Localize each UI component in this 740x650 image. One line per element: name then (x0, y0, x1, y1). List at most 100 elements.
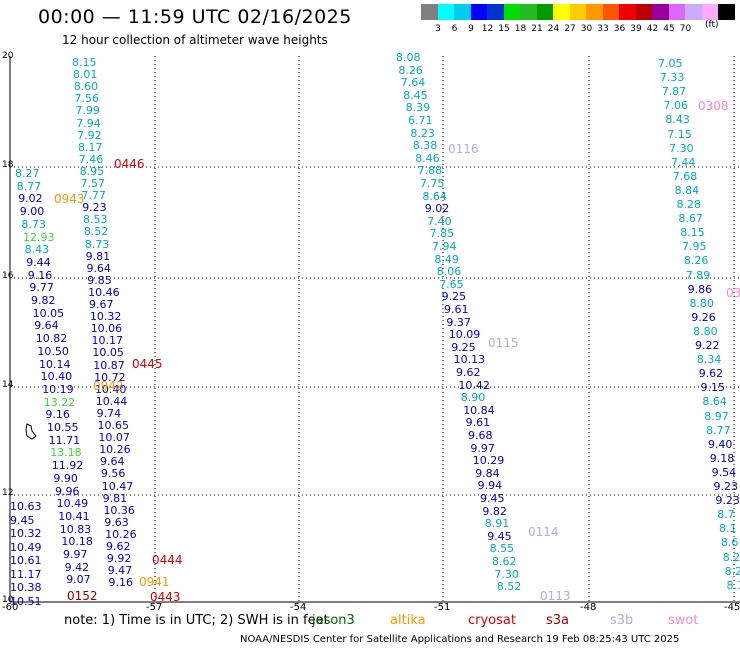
wave-height-value: 9.40 (707, 437, 733, 451)
pass-time-label: 0308 (698, 99, 729, 113)
scale-label: 15 (498, 24, 510, 34)
wave-height-value: 8.17 (77, 140, 103, 154)
wave-height-value: 9.02 (18, 192, 43, 206)
x-tick-label: -48 (580, 602, 597, 613)
y-tick-label: 20 (2, 51, 14, 61)
scale-swatch (536, 4, 554, 20)
scale-swatch (652, 4, 669, 20)
wave-height-value: 9.16 (108, 576, 134, 590)
wave-height-value: 9.85 (87, 273, 112, 287)
wave-height-value: 10.36 (103, 503, 135, 517)
wave-height-value: 9.62 (698, 367, 724, 381)
wave-height-value: 9.92 (106, 552, 132, 566)
wave-height-value: 7.87 (661, 85, 687, 99)
scale-swatch (685, 4, 702, 20)
wave-height-value: 7.92 (77, 128, 102, 142)
wave-height-value: 9.86 (687, 282, 713, 296)
wave-height-value: 9.18 (709, 451, 735, 465)
x-tick-label: -45 (724, 602, 740, 613)
scale-swatch (586, 4, 603, 20)
wave-height-value: 10.17 (91, 334, 124, 348)
wave-height-value: 10.32 (89, 310, 122, 324)
x-tick-label: -57 (146, 602, 163, 613)
wave-height-value: 9.45 (487, 529, 512, 543)
pass-time-label: 0443 (150, 590, 181, 604)
scale-label: 45 (663, 24, 675, 34)
wave-height-value: 7.64 (400, 76, 426, 90)
wave-height-value: 8.01 (72, 68, 98, 82)
wave-height-value: 8.45 (403, 88, 428, 102)
scale-unit: (ft) (705, 20, 719, 30)
wave-height-value: 8.26 (683, 254, 709, 268)
wave-height-value: 8.39 (405, 101, 431, 115)
wave-height-value: 8.73 (21, 217, 46, 231)
wave-height-value: 10.41 (58, 509, 90, 523)
wave-height-value: 8.6 (720, 536, 739, 550)
wave-height-value: 10.32 (10, 527, 42, 540)
credit-footer: NOAA/NESDIS Center for Satellite Applica… (240, 634, 680, 645)
wave-height-value: 8.06 (436, 265, 462, 279)
wave-height-value: 9.23 (713, 480, 739, 493)
scale-label: 33 (597, 24, 609, 34)
wave-height-value: 7.40 (427, 214, 452, 228)
scale-label: 27 (564, 24, 576, 34)
wave-height-value: 9.96 (55, 484, 80, 498)
scale-swatch (454, 4, 471, 20)
wave-height-value: 7.94 (432, 240, 457, 253)
wave-height-value: 10.65 (97, 419, 130, 432)
wave-height-value: 10.14 (39, 357, 71, 371)
scale-label: 6 (451, 24, 458, 34)
wave-height-value: 8.1 (726, 578, 740, 592)
wave-height-value: 9.16 (27, 268, 53, 282)
wave-height-value: 8.77 (706, 423, 731, 437)
scale-label: 24 (547, 24, 560, 34)
map-title: 00:00 — 11:59 UTC 02/16/2025 (38, 6, 352, 28)
wave-height-value: 7.44 (670, 155, 696, 169)
wave-height-value: 9.74 (96, 406, 122, 420)
wave-height-value: 7.75 (420, 177, 445, 190)
wave-height-value: 8.2 (722, 550, 740, 564)
wave-height-value: 9.25 (451, 340, 476, 354)
land-outline (25, 423, 37, 440)
wave-height-value: 9.81 (85, 249, 111, 263)
wave-height-value: 7.77 (81, 189, 106, 203)
legend-swot: swot (668, 613, 699, 628)
wave-height-value: 10.42 (458, 378, 490, 392)
y-tick-label: 16 (2, 271, 14, 281)
wave-height-value: 8.84 (674, 183, 700, 197)
wave-height-value: 10.09 (448, 328, 481, 342)
scale-swatch (635, 4, 653, 20)
wave-height-value: 9.61 (465, 416, 491, 430)
wave-height-value: 11.71 (48, 433, 81, 447)
scale-swatch (470, 4, 488, 20)
wave-height-value: 10.38 (10, 581, 42, 594)
wave-height-value: 9.61 (444, 303, 469, 316)
wave-height-value: 8.67 (678, 212, 703, 226)
wave-height-value: 6.71 (408, 114, 433, 127)
wave-height-value: 10.07 (98, 431, 130, 445)
wave-height-value: 9.77 (29, 281, 54, 295)
wave-height-value: 7.15 (667, 127, 692, 141)
wave-height-value: 7.94 (76, 116, 101, 130)
wave-height-value: 9.97 (470, 441, 495, 455)
pass-time-label: 0115 (488, 336, 519, 350)
scale-swatch (718, 4, 735, 20)
wave-height-value: 8.34 (696, 353, 722, 367)
wave-height-value: 8.95 (79, 164, 105, 178)
scale-swatch (421, 4, 438, 20)
wave-height-value: 10.84 (463, 403, 495, 417)
wave-height-value: 10.49 (10, 540, 42, 554)
wave-height-value: 10.44 (95, 394, 128, 408)
wave-height-value: 8.26 (398, 63, 423, 77)
wave-height-value: 9.64 (86, 261, 111, 275)
wave-height-value: 9.42 (64, 560, 90, 574)
wave-height-value: 9.56 (100, 467, 126, 481)
wave-height-value: 9.44 (26, 255, 51, 269)
wave-height-value: 13.22 (43, 395, 76, 409)
wave-height-value: 7.65 (439, 277, 464, 291)
wave-height-value: 13.18 (50, 446, 82, 460)
wave-height-value: 9.90 (53, 471, 78, 485)
legend-s3a: s3a (546, 613, 570, 628)
wave-height-value: 8.38 (412, 139, 438, 153)
